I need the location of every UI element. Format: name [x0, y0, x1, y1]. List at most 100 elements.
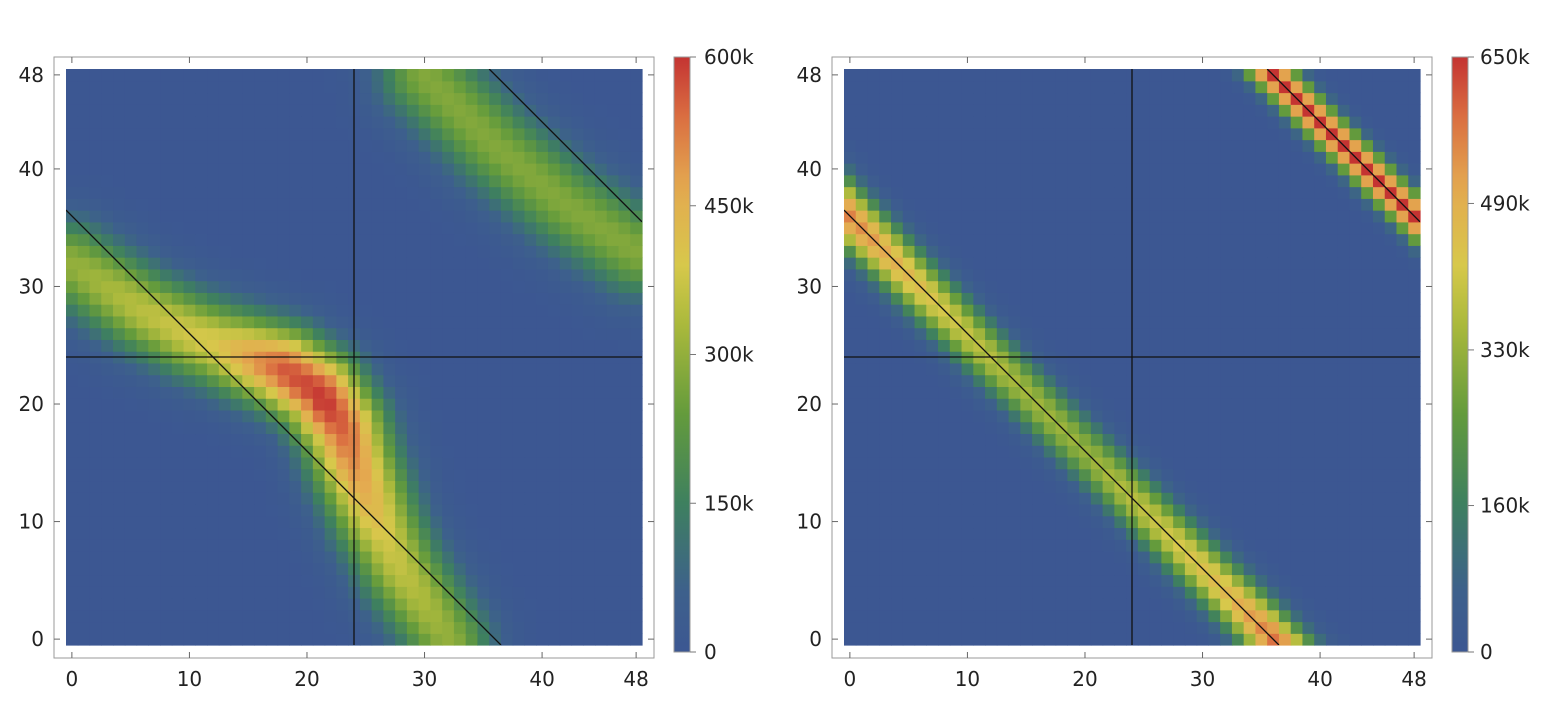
heatmap-cell [383, 304, 396, 317]
heatmap-cell [148, 339, 161, 352]
heatmap-cell [242, 480, 255, 493]
heatmap-cell [547, 104, 561, 117]
heatmap-cell [359, 609, 373, 623]
heatmap-cell [914, 151, 927, 164]
heatmap-cell [1267, 445, 1280, 458]
heatmap-cell [371, 198, 384, 211]
heatmap-cell [973, 233, 986, 246]
heatmap-cell [1090, 386, 1104, 399]
heatmap-cell [489, 304, 502, 317]
heatmap-cell [383, 550, 396, 564]
heatmap-cell [1278, 268, 1292, 282]
heatmap-cell [879, 104, 892, 117]
heatmap-cell [289, 151, 302, 164]
heatmap-cell [1079, 186, 1092, 199]
heatmap-cell [89, 186, 102, 199]
heatmap-cell [430, 409, 443, 423]
heatmap-cell [160, 116, 173, 129]
heatmap-cell [359, 257, 373, 270]
heatmap-cell [949, 539, 963, 552]
heatmap-cell [512, 151, 526, 164]
heatmap-cell [477, 186, 490, 199]
heatmap-cell [230, 69, 243, 82]
heatmap-cell [124, 621, 138, 634]
heatmap-cell [171, 633, 185, 646]
heatmap-cell [242, 257, 255, 270]
heatmap-cell [136, 633, 149, 646]
heatmap-cell [289, 268, 302, 282]
heatmap-cell [1102, 386, 1115, 399]
heatmap-cell [359, 245, 373, 258]
heatmap-cell [1372, 527, 1386, 540]
heatmap-cell [113, 597, 126, 611]
heatmap-cell [265, 327, 279, 340]
heatmap-cell [171, 69, 185, 82]
heatmap-cell [418, 574, 432, 587]
heatmap-cell [324, 527, 337, 540]
heatmap-cell [489, 468, 502, 482]
heatmap-cell [1196, 374, 1210, 387]
heatmap-cell [630, 268, 643, 282]
heatmap-cell [230, 221, 243, 235]
heatmap-cell [1102, 398, 1115, 411]
heatmap-cell [254, 492, 267, 505]
heatmap-cell [383, 327, 396, 340]
heatmap-cell [77, 174, 91, 188]
heatmap-cell [465, 139, 479, 152]
heatmap-cell [500, 621, 514, 634]
heatmap-cell [1408, 633, 1421, 646]
heatmap-cell [618, 456, 631, 470]
heatmap-cell [1349, 292, 1362, 305]
heatmap-cell [891, 562, 904, 576]
heatmap-cell [442, 445, 455, 458]
heatmap-cell [1408, 186, 1421, 199]
heatmap-cell [242, 633, 255, 646]
heatmap-cell [183, 210, 196, 223]
heatmap-cell [512, 268, 526, 282]
heatmap-cell [406, 69, 420, 82]
heatmap-cell [630, 374, 643, 387]
heatmap-cell [879, 186, 892, 199]
heatmap-cell [1290, 151, 1304, 164]
heatmap-cell [618, 127, 631, 141]
heatmap-cell [1161, 515, 1174, 529]
heatmap-cell [1055, 198, 1068, 211]
heatmap-cell [1255, 292, 1268, 305]
heatmap-cell [359, 492, 373, 505]
heatmap-cell [985, 257, 998, 270]
heatmap-cell [1208, 221, 1221, 235]
heatmap-cell [66, 304, 79, 317]
heatmap-cell [1090, 69, 1104, 82]
heatmap-cell [395, 633, 408, 646]
heatmap-cell [218, 433, 232, 446]
heatmap-cell [938, 151, 951, 164]
heatmap-cell [1325, 480, 1339, 493]
heatmap-cell [512, 315, 526, 329]
heatmap-cell [101, 621, 114, 634]
heatmap-cell [136, 233, 149, 246]
heatmap-cell [583, 339, 596, 352]
heatmap-cell [1173, 339, 1186, 352]
heatmap-cell [583, 527, 596, 540]
heatmap-cell [371, 621, 384, 634]
heatmap-cell [1079, 80, 1092, 94]
heatmap-cell [1161, 280, 1174, 293]
heatmap-cell [124, 163, 138, 176]
heatmap-cell [1196, 586, 1210, 599]
heatmap-cell [571, 574, 584, 587]
heatmap-cell [1314, 104, 1327, 117]
heatmap-cell [160, 69, 173, 82]
heatmap-cell [301, 69, 314, 82]
heatmap-cell [559, 174, 573, 188]
heatmap-cell [855, 327, 869, 340]
heatmap-cell [855, 468, 869, 482]
heatmap-cell [489, 186, 502, 199]
heatmap-cell [1067, 280, 1080, 293]
heatmap-cell [418, 92, 432, 105]
heatmap-cell [148, 456, 161, 470]
heatmap-cell [383, 104, 396, 117]
heatmap-cell [66, 127, 79, 141]
heatmap-cell [914, 292, 927, 305]
heatmap-cell [453, 257, 467, 270]
heatmap-cell [914, 562, 927, 576]
